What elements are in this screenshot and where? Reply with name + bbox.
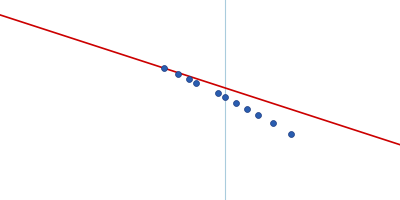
Point bbox=[233, 101, 240, 104]
Point bbox=[288, 133, 294, 136]
Point bbox=[255, 113, 261, 116]
Point bbox=[186, 78, 192, 81]
Point bbox=[270, 122, 276, 125]
Point bbox=[160, 66, 167, 70]
Point bbox=[222, 95, 229, 98]
Point bbox=[193, 82, 200, 85]
Point bbox=[175, 72, 181, 76]
Point bbox=[244, 107, 250, 110]
Point bbox=[215, 91, 221, 94]
